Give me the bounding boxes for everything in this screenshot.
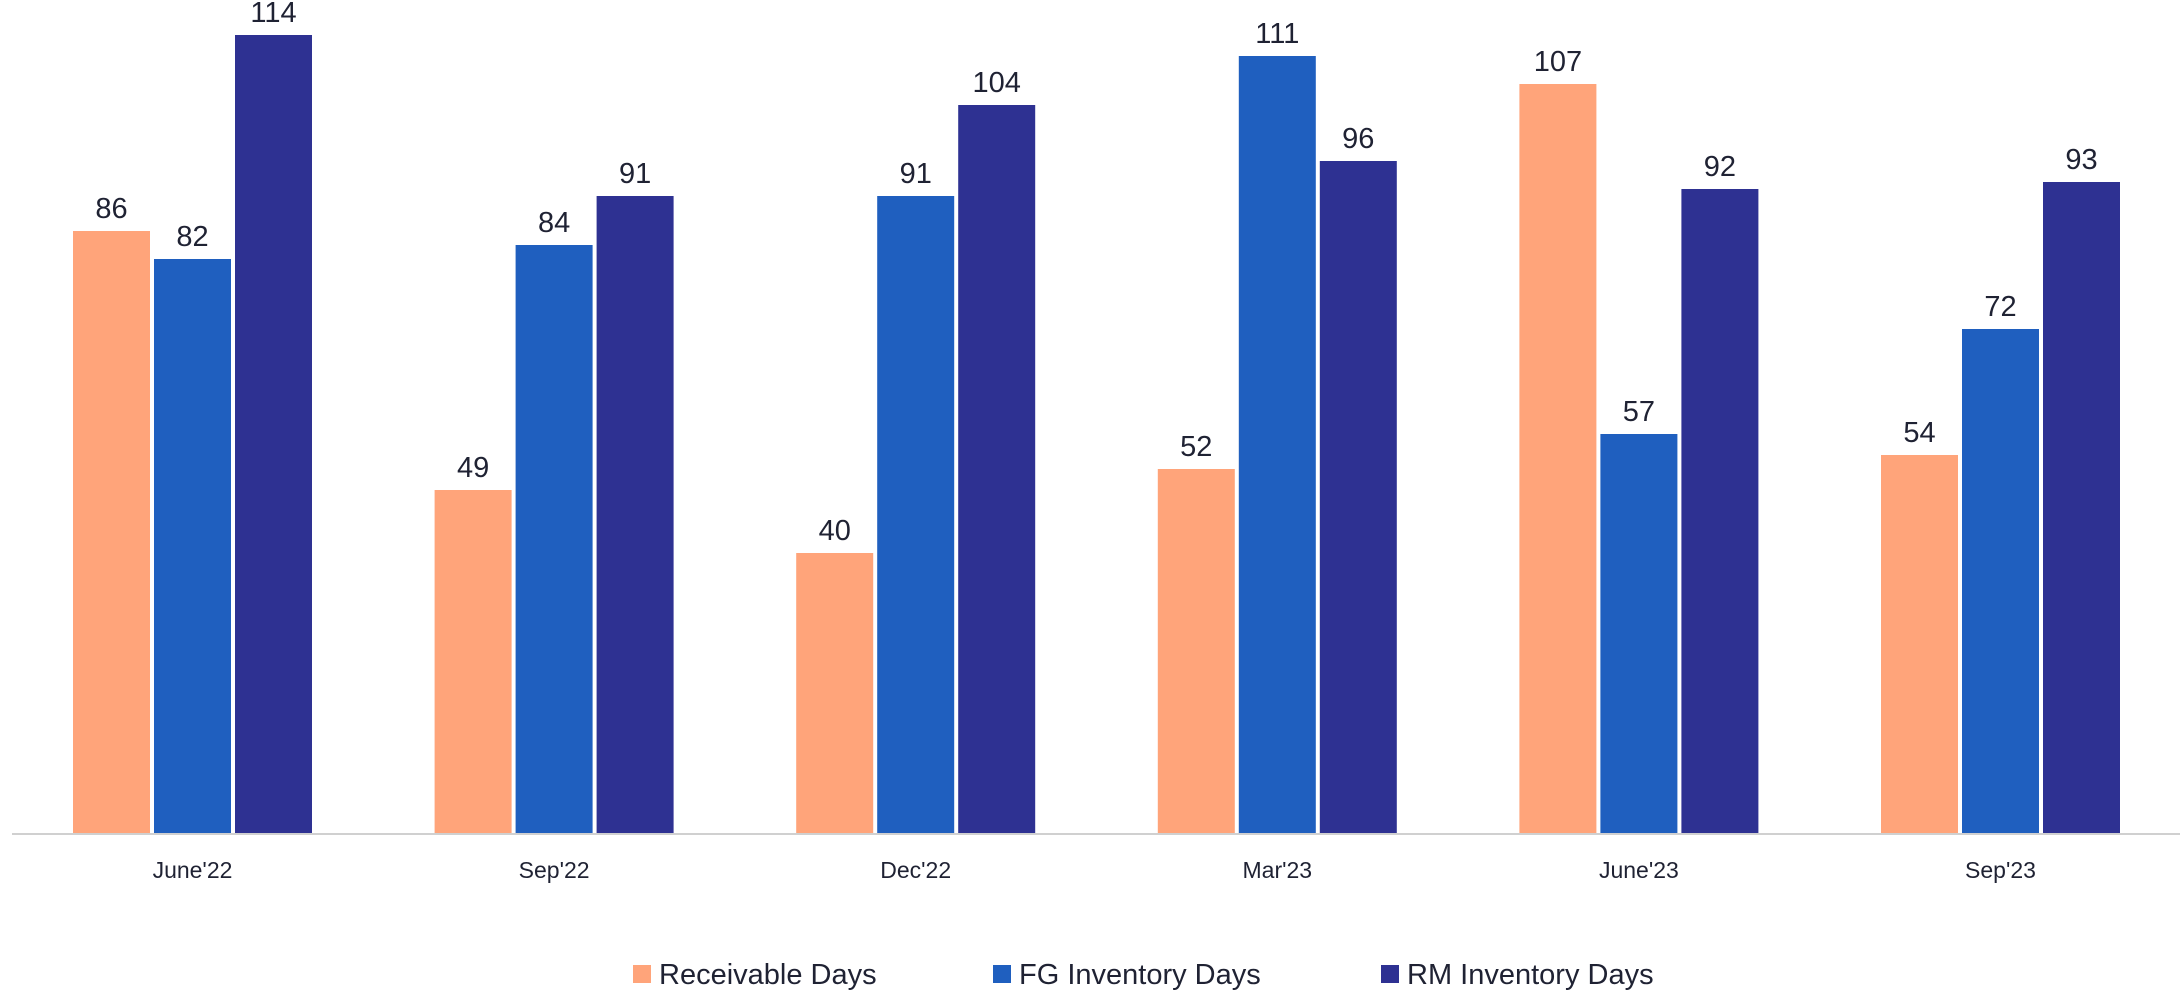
data-label-rm-inventory-days-sep-22: 91	[619, 158, 651, 190]
legend-swatch-rm-inventory-days	[1381, 965, 1399, 983]
legend: Receivable Days FG Inventory Days RM Inven…	[633, 959, 1654, 991]
x-tick-label-june-22: June'22	[153, 857, 233, 883]
data-label-fg-inventory-days-mar-23: 111	[1255, 18, 1299, 50]
x-tick-label-mar-23: Mar'23	[1243, 857, 1313, 883]
data-label-rm-inventory-days-june-22: 114	[250, 0, 296, 29]
data-label-rm-inventory-days-june-23: 92	[1704, 151, 1736, 183]
data-label-fg-inventory-days-june-22: 82	[176, 221, 208, 253]
bar-rm-inventory-days-june-22	[235, 35, 312, 833]
bars-layer	[73, 35, 2120, 833]
legend-swatch-receivable-days	[633, 965, 651, 983]
data-label-receivable-days-sep-23: 54	[1903, 417, 1935, 449]
category-labels-layer: June'22 Sep'22 Dec'22 Mar'23 June'23 Sep'23	[153, 857, 2036, 883]
data-label-receivable-days-mar-23: 52	[1180, 431, 1212, 463]
data-label-fg-inventory-days-dec-22: 91	[900, 158, 932, 190]
data-label-receivable-days-june-22: 86	[95, 193, 127, 225]
data-label-rm-inventory-days-mar-23: 96	[1342, 123, 1374, 155]
x-tick-label-dec-22: Dec'22	[880, 857, 951, 883]
x-tick-label-sep-23: Sep'23	[1965, 857, 2036, 883]
bar-rm-inventory-days-dec-22	[958, 105, 1036, 833]
bar-rm-inventory-days-mar-23	[1319, 161, 1397, 833]
legend-label-rm-inventory-days: RM Inventory Days	[1407, 959, 1654, 991]
data-label-fg-inventory-days-sep-22: 84	[538, 207, 570, 239]
data-label-rm-inventory-days-sep-23: 93	[2065, 144, 2097, 176]
data-label-fg-inventory-days-sep-23: 72	[1984, 291, 2016, 323]
x-tick-label-sep-22: Sep'22	[519, 857, 590, 883]
legend-label-receivable-days: Receivable Days	[659, 959, 877, 991]
value-labels-layer: 86 82 114 49 84 91 40 91 104 52 111 96 107 57 92 54 72 93	[95, 0, 2097, 547]
bar-receivable-days-sep-22	[434, 490, 512, 833]
x-tick-label-june-23: June'23	[1599, 857, 1679, 883]
bar-fg-inventory-days-sep-22	[515, 245, 593, 833]
data-label-rm-inventory-days-dec-22: 104	[973, 67, 1021, 99]
data-label-receivable-days-june-23: 107	[1534, 46, 1582, 78]
bar-receivable-days-june-22	[73, 231, 150, 833]
legend-swatch-fg-inventory-days	[993, 965, 1011, 983]
legend-label-fg-inventory-days: FG Inventory Days	[1019, 959, 1261, 991]
data-label-receivable-days-dec-22: 40	[819, 515, 851, 547]
bar-fg-inventory-days-june-22	[154, 259, 231, 833]
bar-rm-inventory-days-sep-22	[596, 196, 674, 833]
bar-fg-inventory-days-sep-23	[1962, 329, 2039, 833]
bar-rm-inventory-days-sep-23	[2043, 182, 2120, 833]
bar-fg-inventory-days-june-23	[1600, 434, 1678, 833]
bar-rm-inventory-days-june-23	[1681, 189, 1759, 833]
bar-fg-inventory-days-mar-23	[1238, 56, 1316, 833]
bar-receivable-days-dec-22	[796, 553, 874, 833]
bar-fg-inventory-days-dec-22	[877, 196, 955, 833]
bar-receivable-days-june-23	[1519, 84, 1597, 833]
bar-receivable-days-mar-23	[1157, 469, 1235, 833]
data-label-fg-inventory-days-june-23: 57	[1623, 396, 1655, 428]
data-label-receivable-days-sep-22: 49	[457, 452, 489, 484]
bar-receivable-days-sep-23	[1881, 455, 1958, 833]
